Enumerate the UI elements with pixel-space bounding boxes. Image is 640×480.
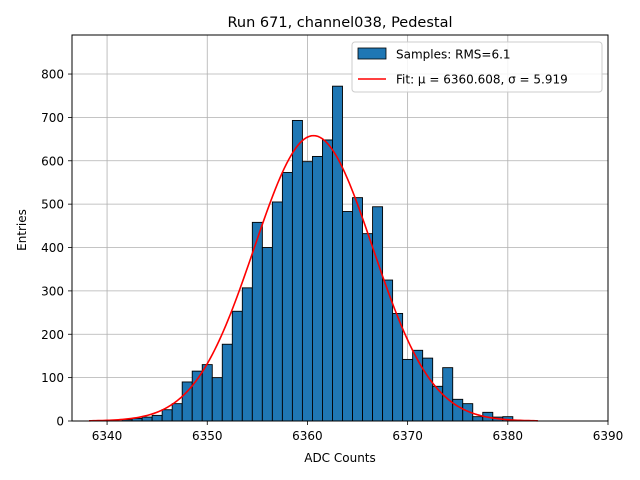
histogram-bar <box>372 206 384 422</box>
histogram-bar <box>311 155 323 422</box>
legend: Samples: RMS=6.1 Fit: μ = 6360.608, σ = … <box>351 41 603 93</box>
y-tick-label: 600 <box>41 154 64 168</box>
histogram-bar <box>392 312 404 422</box>
x-tick-label: 6360 <box>292 429 323 443</box>
histogram-bar <box>151 414 163 422</box>
histogram-bar <box>291 119 303 422</box>
histogram-bar <box>271 201 283 422</box>
legend-label-fit: Fit: μ = 6360.608, σ = 5.919 <box>396 73 568 87</box>
y-tick-label: 400 <box>41 241 64 255</box>
axes-frame <box>71 34 609 422</box>
x-tick-label: 6340 <box>92 429 123 443</box>
histogram-bar <box>171 403 183 422</box>
histogram-bar <box>261 247 273 422</box>
x-tick-label: 6350 <box>192 429 223 443</box>
chart-title: Run 671, channel038, Pedestal <box>227 15 452 31</box>
histogram-bar <box>211 377 223 422</box>
y-tick-label: 100 <box>41 371 64 385</box>
x-tick-label: 6380 <box>493 429 524 443</box>
y-tick-label: 800 <box>41 68 64 82</box>
histogram-bar <box>332 85 343 422</box>
histogram-bar <box>221 343 233 422</box>
y-tick-label: 300 <box>41 284 64 298</box>
legend-box <box>351 41 603 93</box>
histogram-bar <box>322 139 333 422</box>
histogram-bar <box>201 364 213 422</box>
fit-curve <box>89 134 538 422</box>
histogram-bar <box>472 416 484 422</box>
histogram-bar <box>251 221 263 422</box>
histogram-bar <box>452 398 464 422</box>
histogram-bar <box>161 409 173 422</box>
histogram-bar <box>342 211 353 422</box>
histogram-bar <box>432 385 444 422</box>
histogram-bar <box>231 310 243 422</box>
y-tick-label: 500 <box>41 198 64 212</box>
x-tick-label: 6370 <box>392 429 423 443</box>
x-axis-label: ADC Counts <box>304 451 376 465</box>
histogram-bars <box>121 85 514 422</box>
histogram-bar <box>301 161 313 422</box>
y-tick-label: 700 <box>41 111 64 125</box>
histogram-bar <box>402 358 414 422</box>
y-axis-label: Entries <box>15 209 29 251</box>
histogram-bar <box>442 367 454 422</box>
x-axis-ticks: 6340 6350 6360 6370 6380 6390 <box>92 421 623 443</box>
histogram-bar <box>362 233 374 422</box>
histogram-bar <box>422 357 434 422</box>
y-tick-label: 200 <box>41 328 64 342</box>
legend-label-samples: Samples: RMS=6.1 <box>396 48 511 62</box>
histogram-bar <box>281 172 293 422</box>
histogram-bar <box>352 197 363 422</box>
histogram-bar <box>241 287 253 422</box>
y-tick-label: 0 <box>56 415 64 429</box>
y-axis-ticks: 0 100 200 300 400 500 600 700 800 <box>41 68 72 429</box>
legend-swatch-samples <box>357 47 387 60</box>
x-tick-label: 6390 <box>593 429 624 443</box>
histogram-bar <box>141 416 153 422</box>
